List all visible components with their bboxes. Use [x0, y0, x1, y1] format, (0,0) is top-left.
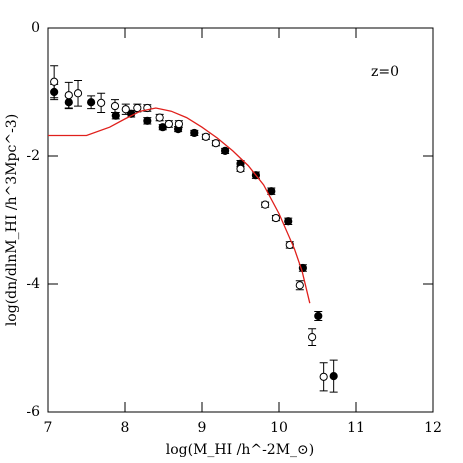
- x-tick-label: 7: [44, 420, 53, 436]
- plot-frame: [47, 27, 434, 413]
- x-axis-label: log(M_HI /h^-2M_⊙): [166, 442, 314, 458]
- open-point: [271, 213, 281, 223]
- x-tick-label: 11: [347, 420, 365, 436]
- y-tick-label: -6: [26, 404, 40, 420]
- x-tick-label: 9: [198, 420, 207, 436]
- y-tick-label: -4: [26, 276, 40, 292]
- open-point: [319, 372, 328, 381]
- x-tick-label: 8: [121, 420, 130, 436]
- x-tick-label: 12: [424, 420, 442, 436]
- filled-point: [221, 146, 230, 155]
- filled-point: [111, 111, 120, 120]
- open-point: [236, 164, 245, 173]
- open-point: [211, 139, 220, 148]
- filled-point: [329, 372, 338, 381]
- open-point: [64, 91, 73, 100]
- filled-point: [314, 311, 323, 321]
- annotation: z=0: [371, 64, 399, 80]
- open-point: [110, 101, 120, 111]
- open-point: [174, 119, 183, 129]
- model-line: [48, 107, 311, 304]
- filled-point: [190, 128, 199, 138]
- open-point: [73, 89, 83, 98]
- x-tick-label: 10: [270, 420, 288, 436]
- open-point: [261, 200, 270, 209]
- open-point: [133, 103, 142, 113]
- open-point: [121, 105, 130, 114]
- open-point: [308, 333, 317, 342]
- open-point: [164, 119, 173, 129]
- y-tick-label: -2: [26, 148, 40, 164]
- open-point: [50, 77, 59, 86]
- open-point: [97, 98, 106, 107]
- filled-point: [143, 116, 152, 125]
- open-point: [201, 132, 210, 141]
- open-point: [295, 281, 304, 290]
- y-tick-label: 0: [31, 20, 40, 36]
- open-point: [155, 113, 164, 122]
- filled-point: [284, 217, 293, 226]
- y-axis-label: log(dn/dlnM_HI /h^3Mpc^-3): [4, 114, 20, 326]
- filled-point: [87, 98, 96, 107]
